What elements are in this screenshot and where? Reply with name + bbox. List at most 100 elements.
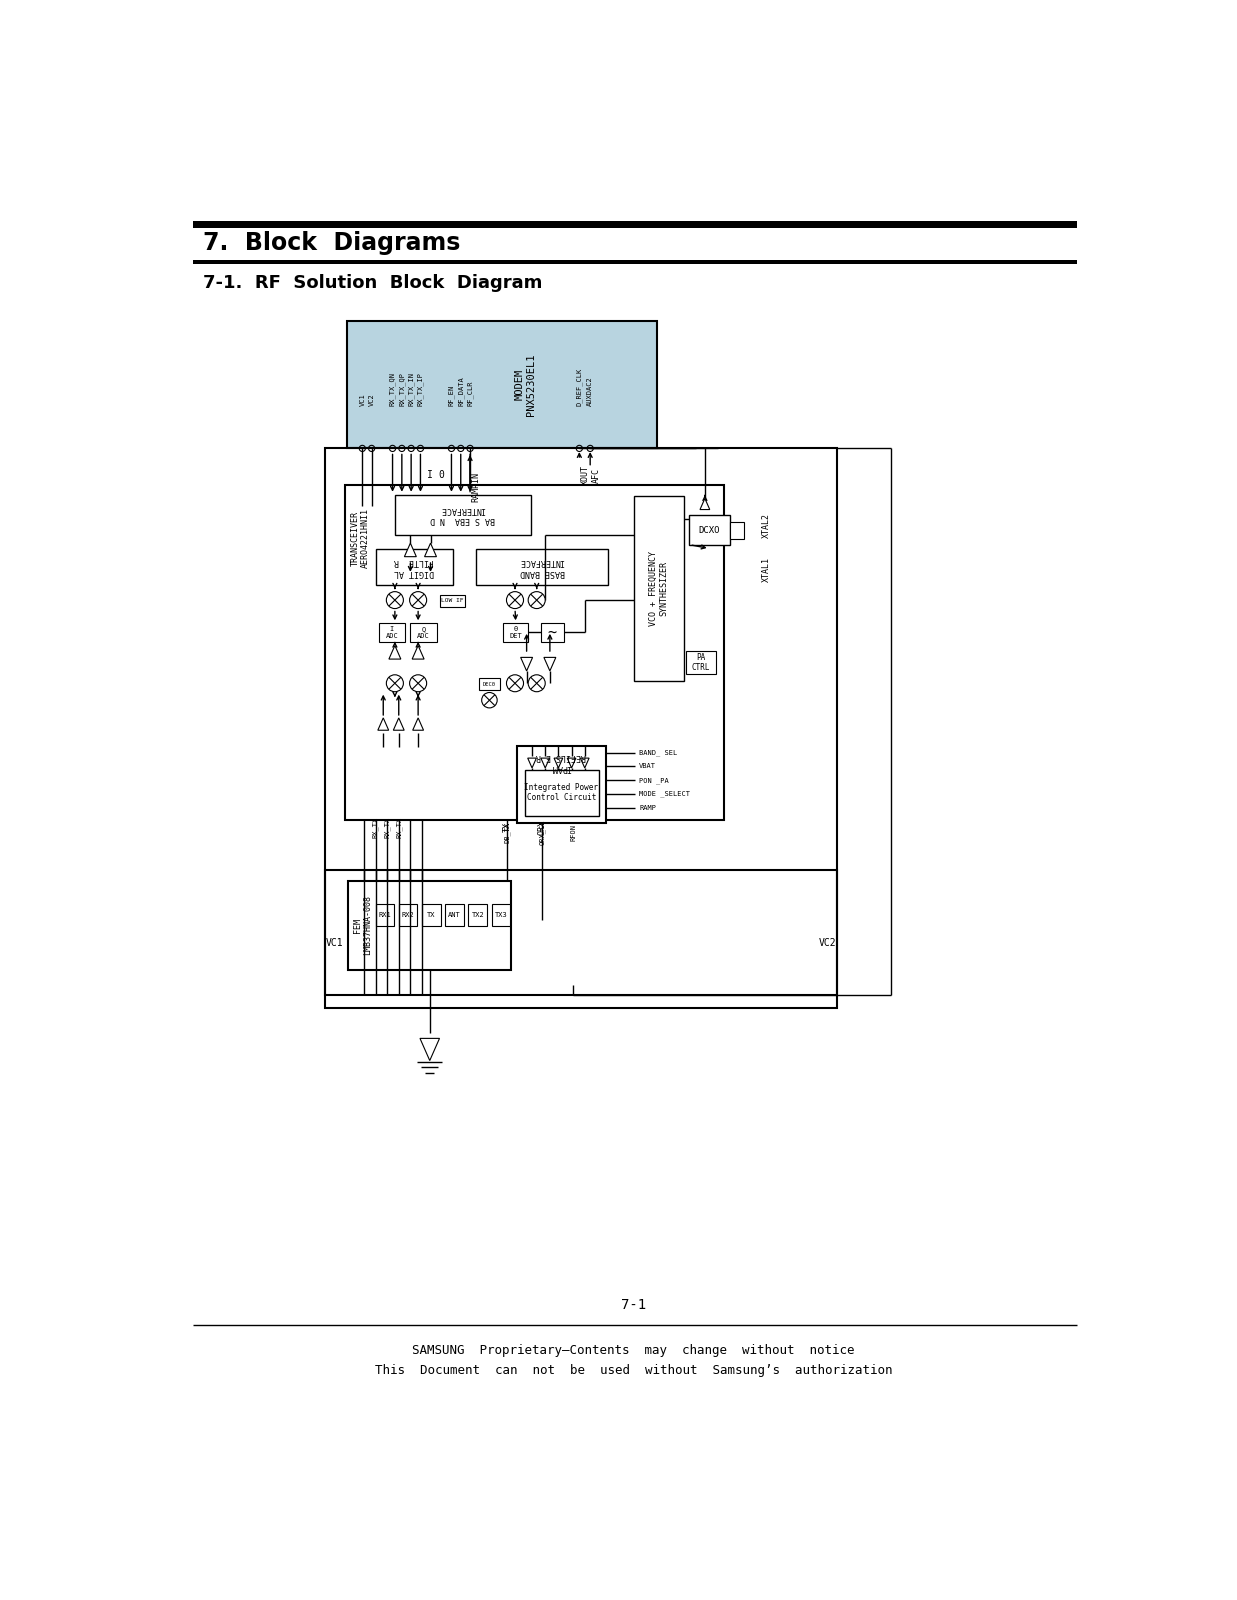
Polygon shape (528, 758, 537, 768)
Text: DB_TX: DB_TX (503, 822, 511, 843)
Polygon shape (377, 718, 388, 730)
Bar (346, 322, 657, 448)
Text: TRANSCEIVER
AERO4221HNI1: TRANSCEIVER AERO4221HNI1 (350, 509, 370, 568)
Bar (687, 651, 716, 674)
Circle shape (409, 675, 427, 691)
Text: TX2: TX2 (471, 912, 484, 918)
Text: 7-1.  RF  Solution  Block  Diagram: 7-1. RF Solution Block Diagram (203, 274, 542, 291)
Text: Integrated Power
Control Circuit: Integrated Power Control Circuit (524, 782, 599, 802)
Text: RX_TX_QP: RX_TX_QP (398, 373, 406, 406)
Polygon shape (580, 758, 589, 768)
Text: VC2: VC2 (369, 394, 375, 406)
Text: PON _PA: PON _PA (640, 778, 669, 784)
Polygon shape (521, 658, 533, 670)
Text: DCXO: DCXO (699, 525, 720, 534)
Bar (689, 515, 730, 544)
Polygon shape (421, 1038, 439, 1061)
Circle shape (506, 592, 523, 608)
Text: ANT: ANT (448, 912, 461, 918)
Circle shape (386, 675, 403, 691)
Text: RAMPIN: RAMPIN (471, 472, 481, 502)
Bar (492, 904, 511, 926)
Text: RFON: RFON (570, 824, 576, 842)
Text: MODEM
PNX5230EL1: MODEM PNX5230EL1 (515, 354, 536, 416)
Polygon shape (544, 658, 555, 670)
Text: RX_TX: RX_TX (372, 816, 379, 838)
Text: I
ADC: I ADC (386, 626, 398, 638)
Text: RX_TX_QN: RX_TX_QN (390, 373, 396, 406)
Bar (730, 522, 743, 539)
Text: FEM
LMB37HNA-008: FEM LMB37HNA-008 (353, 894, 372, 955)
Bar (193, 259, 1077, 264)
Text: RX_TX: RX_TX (383, 816, 391, 838)
Bar (422, 904, 440, 926)
Circle shape (506, 675, 523, 691)
Text: DIGIT AL
FILTE  R: DIGIT AL FILTE R (395, 557, 434, 576)
Text: BAND_ SEL: BAND_ SEL (640, 749, 677, 755)
Text: SAMSUNG  Proprietary–Contents  may  change  without  notice: SAMSUNG Proprietary–Contents may change … (412, 1344, 855, 1357)
Text: I: I (427, 470, 433, 480)
Polygon shape (424, 542, 437, 557)
Polygon shape (388, 645, 401, 659)
Text: RX1: RX1 (379, 912, 391, 918)
Bar (541, 624, 564, 642)
Text: RF_DATA: RF_DATA (458, 376, 464, 406)
Text: 7.  Block  Diagrams: 7. Block Diagrams (203, 230, 460, 254)
Bar (479, 678, 500, 690)
Text: Θ
DET: Θ DET (510, 626, 522, 638)
Bar (349, 882, 511, 970)
Bar (503, 624, 528, 642)
Text: PA
CTRL: PA CTRL (691, 653, 710, 672)
Text: RX_TX_IN: RX_TX_IN (408, 373, 414, 406)
Circle shape (481, 693, 497, 707)
Text: VCO + FREQUENCY
SYNTHESIZER: VCO + FREQUENCY SYNTHESIZER (648, 550, 668, 626)
Text: IPAM
REFILS E R: IPAM REFILS E R (537, 752, 586, 771)
Polygon shape (413, 718, 423, 730)
Bar (476, 549, 609, 586)
Text: 7-1: 7-1 (621, 1298, 646, 1312)
Polygon shape (393, 718, 404, 730)
Bar (344, 485, 724, 819)
Text: XTAL2: XTAL2 (762, 514, 772, 538)
Bar (524, 770, 599, 816)
Polygon shape (412, 645, 424, 659)
Bar (633, 496, 684, 682)
Circle shape (409, 592, 427, 608)
Polygon shape (568, 758, 576, 768)
Text: DEC0: DEC0 (482, 682, 496, 686)
Text: VC1: VC1 (325, 938, 343, 947)
Polygon shape (700, 499, 710, 509)
Text: RX_TX_IP: RX_TX_IP (417, 373, 424, 406)
Bar (325, 448, 836, 995)
Text: XTAL1: XTAL1 (762, 557, 772, 582)
Text: ORX_CL: ORX_CL (539, 819, 546, 845)
Text: RF_EN: RF_EN (448, 386, 455, 406)
Polygon shape (404, 542, 417, 557)
Bar (376, 549, 453, 586)
Bar (445, 904, 464, 926)
Text: ~: ~ (548, 626, 557, 640)
Text: RX_TX: RX_TX (396, 816, 402, 838)
Text: XOUT: XOUT (581, 466, 590, 485)
Bar (379, 624, 404, 642)
Text: LOW IF: LOW IF (440, 598, 464, 603)
Text: 0: 0 (438, 470, 444, 480)
Bar (376, 904, 395, 926)
Text: Q
ADC: Q ADC (417, 626, 430, 638)
Text: TX3: TX3 (495, 912, 507, 918)
Text: TX: TX (427, 912, 435, 918)
Text: RX2: RX2 (402, 912, 414, 918)
Circle shape (386, 592, 403, 608)
Bar (325, 870, 836, 1008)
Text: AFC: AFC (591, 467, 601, 483)
Circle shape (528, 675, 546, 691)
Text: BA S EBA  N D
INTERFACE: BA S EBA N D INTERFACE (429, 506, 495, 525)
Text: RF_CLR: RF_CLR (466, 381, 474, 406)
Text: MODE _SELECT: MODE _SELECT (640, 790, 690, 797)
Bar (440, 595, 465, 606)
Circle shape (528, 592, 546, 608)
Text: TX: TX (502, 822, 512, 832)
Text: VBAT: VBAT (640, 763, 656, 770)
Text: This  Document  can  not  be  used  without  Samsung’s  authorization: This Document can not be used without Sa… (375, 1363, 892, 1376)
Text: VC2: VC2 (819, 938, 836, 947)
